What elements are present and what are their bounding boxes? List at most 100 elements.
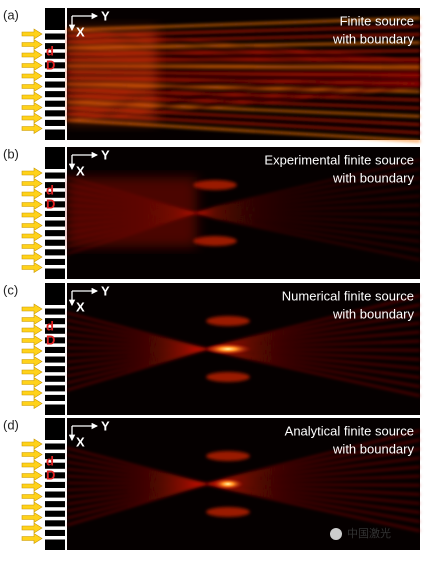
incident-arrow xyxy=(21,532,43,545)
panel-title: Finite source xyxy=(340,13,414,28)
incident-arrow xyxy=(21,219,43,232)
axis-label-y: Y xyxy=(101,147,110,162)
panel: (d) Y X Analytical finite source with bounda… xyxy=(3,417,421,550)
incident-arrow xyxy=(21,376,43,389)
axis-label-x: X xyxy=(76,24,85,39)
axis-label-y: Y xyxy=(101,283,110,298)
slit xyxy=(45,401,65,405)
slit xyxy=(45,116,65,120)
watermark: 中国激光 xyxy=(347,526,391,540)
slit xyxy=(45,39,65,44)
incident-arrow xyxy=(21,38,43,51)
incident-arrow xyxy=(21,49,43,61)
slit xyxy=(45,449,65,454)
incident-arrow xyxy=(21,122,43,135)
beam xyxy=(66,294,421,391)
incident-arrow xyxy=(21,230,43,242)
incident-arrow xyxy=(21,59,43,72)
incident-arrow xyxy=(21,177,43,190)
grating xyxy=(45,8,65,140)
incident-arrow xyxy=(21,490,43,503)
incident-arrow xyxy=(21,345,43,357)
slit xyxy=(45,58,65,63)
slit xyxy=(45,372,65,376)
dimension-mark: d xyxy=(46,43,54,58)
slit xyxy=(45,526,65,530)
slit xyxy=(45,126,65,130)
slit xyxy=(45,497,65,502)
slit xyxy=(45,516,65,521)
slit xyxy=(45,207,65,211)
incident-arrow xyxy=(21,522,43,534)
slit xyxy=(45,468,65,473)
dimension-mark: d xyxy=(46,453,54,468)
dimension-mark: d xyxy=(46,182,54,197)
slit xyxy=(45,507,65,511)
slit xyxy=(45,362,65,367)
incident-arrow xyxy=(21,334,43,347)
incident-arrow xyxy=(21,70,43,82)
watermark-icon xyxy=(330,528,342,540)
dimension-mark: d xyxy=(46,318,54,333)
panel-title: with boundary xyxy=(332,306,414,321)
slit xyxy=(45,440,65,444)
slit xyxy=(45,78,65,82)
focus-spot xyxy=(212,478,244,490)
source-glow xyxy=(67,28,157,123)
axis-label-y: Y xyxy=(101,418,110,433)
focus-arc xyxy=(206,372,250,382)
panel-title: with boundary xyxy=(332,170,414,185)
axis-label-x: X xyxy=(76,299,85,314)
grating xyxy=(45,418,65,550)
slit xyxy=(45,169,65,173)
focus-arc xyxy=(206,451,250,461)
focus-arc xyxy=(193,236,237,246)
incident-arrow xyxy=(21,28,43,40)
slit xyxy=(45,30,65,34)
focus-arc xyxy=(206,507,250,517)
slit xyxy=(45,391,65,395)
focus-arc xyxy=(193,180,237,190)
slit xyxy=(45,68,65,72)
panel: (c) Y X Numerical finite source with boundar… xyxy=(3,282,421,415)
panel-label: (d) xyxy=(3,417,19,432)
panel-title: with boundary xyxy=(332,441,414,456)
panel-label: (c) xyxy=(3,282,18,297)
dimension-mark: D xyxy=(46,196,55,211)
incident-arrow xyxy=(21,91,43,103)
incident-arrow xyxy=(21,167,43,179)
panel-label: (a) xyxy=(3,7,19,22)
incident-arrow xyxy=(21,251,43,263)
incident-arrow xyxy=(21,209,43,221)
slit xyxy=(45,245,65,250)
slit xyxy=(45,459,65,463)
slit xyxy=(45,488,65,492)
grating xyxy=(45,147,65,279)
panel: (b) Y X Experimental finite source with boun… xyxy=(3,146,421,279)
slit xyxy=(45,255,65,259)
axis-label-x: X xyxy=(76,163,85,178)
slit xyxy=(45,97,65,101)
incident-arrow xyxy=(21,112,43,124)
slit xyxy=(45,197,65,202)
panel-title: Analytical finite source xyxy=(285,423,414,438)
slit xyxy=(45,236,65,240)
beam xyxy=(66,429,421,526)
incident-arrow xyxy=(21,261,43,274)
incident-arrow xyxy=(21,198,43,211)
incident-arrow xyxy=(21,366,43,378)
slit xyxy=(45,333,65,338)
axis-label-x: X xyxy=(76,434,85,449)
panel-title: Experimental finite source xyxy=(264,152,414,167)
slit xyxy=(45,217,65,221)
incident-arrow xyxy=(21,303,43,315)
slit xyxy=(45,353,65,357)
incident-arrow xyxy=(21,355,43,368)
incident-arrow xyxy=(21,240,43,253)
incident-arrow xyxy=(21,324,43,336)
incident-arrow xyxy=(21,469,43,482)
incident-arrow xyxy=(21,501,43,513)
incident-arrow xyxy=(21,188,43,200)
axis-label-y: Y xyxy=(101,8,110,23)
